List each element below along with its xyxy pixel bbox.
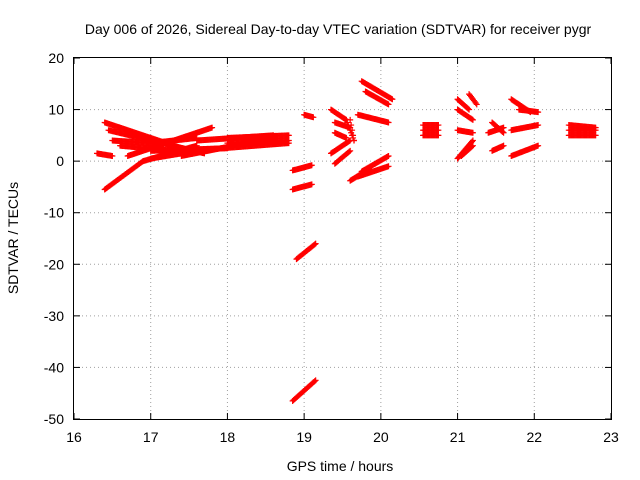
data-point [343, 134, 350, 141]
data-point [535, 122, 542, 129]
y-tick-label: -20 [44, 256, 64, 272]
data-point [312, 240, 319, 247]
x-tick-label: 16 [66, 429, 82, 445]
data-point [347, 147, 354, 154]
data-point [308, 181, 315, 188]
y-axis-label: SDTVAR / TECUs [5, 182, 21, 294]
x-tick-label: 18 [220, 429, 236, 445]
chart-title: Day 006 of 2026, Sidereal Day-to-day VTE… [85, 21, 592, 37]
data-point [308, 162, 315, 169]
data-point [468, 143, 475, 150]
y-tick-label: -30 [44, 308, 64, 324]
data-point [366, 165, 373, 172]
data-point [342, 116, 349, 123]
data-point [310, 114, 317, 121]
data-point [312, 377, 319, 384]
data-point [389, 96, 396, 103]
data-point [349, 127, 356, 134]
plot-frame [73, 57, 612, 420]
data-point [465, 105, 472, 112]
data-point [592, 127, 599, 134]
data-point [472, 100, 479, 107]
data-point [285, 137, 292, 144]
data-points [94, 78, 599, 404]
data-point [109, 152, 116, 159]
data-point [385, 152, 392, 159]
data-point [385, 119, 392, 126]
data-point [311, 378, 318, 385]
data-point [350, 132, 357, 139]
data-point [346, 148, 353, 155]
data-point [385, 101, 392, 108]
y-tick-label: -10 [44, 205, 64, 221]
data-point [346, 138, 353, 145]
data-point [535, 109, 542, 116]
data-point [473, 101, 480, 108]
data-point [311, 241, 318, 248]
x-tick-label: 21 [450, 429, 466, 445]
axes: 16 17 18 19 20 21 22 23 20 10 0 -10 -20 -30 -40 -50 [44, 50, 619, 445]
x-tick-label: 17 [143, 429, 159, 445]
data-point [535, 142, 542, 149]
data-point [500, 124, 507, 131]
grid [74, 58, 611, 419]
data-point [469, 142, 476, 149]
data-point [592, 132, 599, 139]
y-tick-label: 0 [56, 153, 64, 169]
data-point [435, 127, 442, 134]
data-point [466, 106, 473, 113]
y-tick-label: 20 [48, 50, 64, 66]
data-point [469, 116, 476, 123]
data-point [469, 129, 476, 136]
data-point [469, 137, 476, 144]
data-point [469, 116, 476, 123]
data-point [385, 163, 392, 170]
x-tick-label: 23 [603, 429, 619, 445]
y-tick-label: -40 [44, 359, 64, 375]
data-point [348, 122, 355, 129]
data-point [209, 124, 216, 131]
data-point [500, 129, 507, 136]
data-point [435, 122, 442, 129]
data-point [285, 132, 292, 139]
x-tick-label: 20 [373, 429, 389, 445]
data-point [351, 137, 358, 144]
data-point [500, 142, 507, 149]
y-tick-label: 10 [48, 102, 64, 118]
data-point [435, 132, 442, 139]
x-tick-label: 19 [296, 429, 312, 445]
data-point [347, 116, 354, 123]
x-axis-label: GPS time / hours [287, 458, 394, 474]
y-tick-label: -50 [44, 411, 64, 427]
x-tick-label: 22 [526, 429, 542, 445]
